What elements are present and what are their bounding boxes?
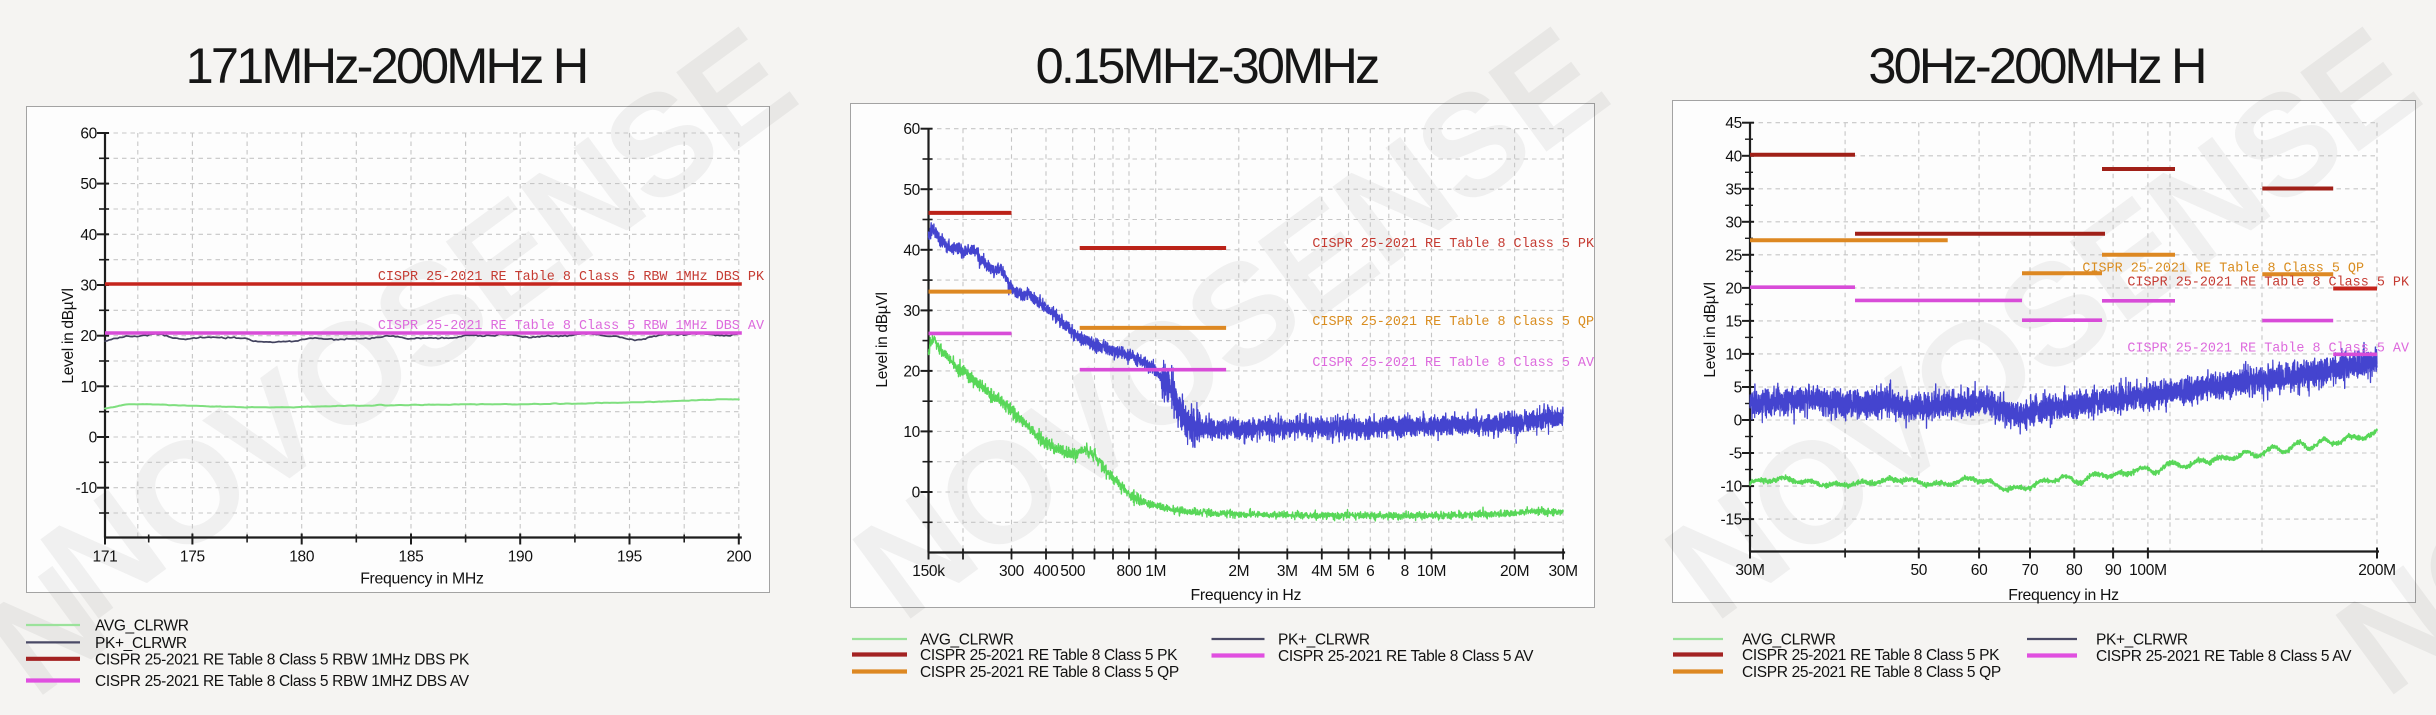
svg-text:500: 500 [1060, 563, 1086, 580]
svg-text:1M: 1M [1145, 563, 1166, 580]
svg-text:180: 180 [289, 549, 315, 566]
svg-text:CISPR 25-2021 RE Table 8 Class: CISPR 25-2021 RE Table 8 Class 5 RBW 1MH… [95, 651, 470, 668]
svg-text:0: 0 [89, 430, 98, 447]
svg-text:0: 0 [912, 485, 921, 502]
svg-text:20M: 20M [1500, 563, 1529, 580]
svg-text:60: 60 [1971, 562, 1988, 579]
svg-text:CISPR 25-2021 RE Table 8 Class: CISPR 25-2021 RE Table 8 Class 5 AV [2127, 342, 2409, 357]
svg-text:50: 50 [903, 182, 920, 199]
svg-text:CISPR 25-2021 RE Table 8 Class: CISPR 25-2021 RE Table 8 Class 5 RBW 1MH… [378, 319, 764, 334]
svg-text:CISPR 25-2021 RE Table 8 Class: CISPR 25-2021 RE Table 8 Class 5 RBW 1MH… [95, 673, 470, 690]
svg-text:CISPR 25-2021 RE Table 8 Class: CISPR 25-2021 RE Table 8 Class 5 PK [1742, 647, 2000, 664]
svg-text:30: 30 [80, 278, 97, 295]
svg-text:8: 8 [1401, 563, 1409, 580]
svg-text:Level in dBµVl: Level in dBµVl [874, 292, 891, 387]
svg-text:PK+_CLRWR: PK+_CLRWR [95, 635, 187, 652]
svg-text:200M: 200M [2358, 562, 2396, 579]
svg-text:10: 10 [1725, 346, 1742, 363]
svg-text:80: 80 [2066, 562, 2083, 579]
svg-text:CISPR 25-2021 RE Table 8 Class: CISPR 25-2021 RE Table 8 Class 5 RBW 1MH… [378, 270, 765, 285]
svg-text:CISPR 25-2021 RE Table 8 Class: CISPR 25-2021 RE Table 8 Class 5 QP [920, 664, 1179, 681]
svg-text:CISPR 25-2021 RE Table 8 Class: CISPR 25-2021 RE Table 8 Class 5 QP [1742, 664, 2001, 681]
svg-text:90: 90 [2105, 562, 2122, 579]
svg-text:35: 35 [1725, 181, 1742, 198]
svg-text:150k: 150k [912, 563, 945, 580]
svg-text:45: 45 [1725, 115, 1742, 132]
svg-text:AVG_CLRWR: AVG_CLRWR [95, 618, 189, 635]
svg-text:-15: -15 [1720, 512, 1742, 529]
svg-text:300: 300 [999, 563, 1025, 580]
svg-text:20: 20 [80, 328, 97, 345]
svg-text:-5: -5 [1729, 446, 1742, 463]
svg-text:200: 200 [726, 549, 752, 566]
svg-text:30: 30 [1725, 214, 1742, 231]
svg-text:5M: 5M [1338, 563, 1359, 580]
svg-text:15: 15 [1725, 313, 1742, 330]
svg-text:50: 50 [80, 176, 97, 193]
svg-text:Frequency in Hz: Frequency in Hz [1191, 587, 1302, 604]
svg-text:40: 40 [80, 227, 97, 244]
svg-text:20: 20 [903, 363, 920, 380]
svg-text:-10: -10 [1720, 479, 1742, 496]
svg-text:100M: 100M [2129, 562, 2167, 579]
svg-text:190: 190 [508, 549, 534, 566]
svg-text:PK+_CLRWR: PK+_CLRWR [1278, 632, 1370, 649]
svg-text:-10: -10 [75, 480, 97, 497]
svg-text:171: 171 [93, 549, 118, 566]
svg-text:60: 60 [80, 126, 97, 143]
svg-text:10M: 10M [1417, 563, 1446, 580]
svg-text:50: 50 [1910, 562, 1927, 579]
svg-text:0.15MHz-30MHz: 0.15MHz-30MHz [1036, 37, 1378, 94]
svg-text:Level in dBµVl: Level in dBµVl [60, 288, 77, 383]
svg-text:20: 20 [1725, 280, 1742, 297]
svg-text:195: 195 [617, 549, 642, 566]
svg-text:175: 175 [180, 549, 205, 566]
svg-text:0: 0 [1734, 413, 1743, 430]
svg-text:30Hz-200MHz H: 30Hz-200MHz H [1868, 37, 2204, 94]
svg-text:40: 40 [1725, 148, 1742, 165]
svg-text:CISPR 25-2021 RE Table 8 Class: CISPR 25-2021 RE Table 8 Class 5 AV [1278, 648, 1534, 665]
svg-text:AVG_CLRWR: AVG_CLRWR [920, 632, 1014, 649]
svg-text:60: 60 [903, 121, 920, 138]
svg-text:30: 30 [903, 303, 920, 320]
svg-text:800: 800 [1117, 563, 1143, 580]
svg-text:40: 40 [903, 242, 920, 259]
svg-text:30M: 30M [1548, 563, 1577, 580]
svg-text:6: 6 [1366, 563, 1374, 580]
svg-text:171MHz-200MHz H: 171MHz-200MHz H [186, 37, 587, 94]
svg-text:185: 185 [399, 549, 424, 566]
svg-text:5: 5 [1734, 380, 1742, 397]
svg-text:Level in dBµVl: Level in dBµVl [1702, 282, 1719, 377]
svg-text:CISPR 25-2021 RE Table 8 Class: CISPR 25-2021 RE Table 8 Class 5 PK [2127, 276, 2410, 291]
svg-text:CISPR 25-2021 RE Table 8 Class: CISPR 25-2021 RE Table 8 Class 5 QP [1312, 315, 1594, 330]
svg-text:CISPR 25-2021 RE Table 8 Class: CISPR 25-2021 RE Table 8 Class 5 AV [2096, 648, 2352, 665]
svg-text:CISPR 25-2021 RE Table 8 Class: CISPR 25-2021 RE Table 8 Class 5 AV [1312, 356, 1594, 371]
svg-text:3M: 3M [1277, 563, 1298, 580]
svg-text:CISPR 25-2021 RE Table 8 Class: CISPR 25-2021 RE Table 8 Class 5 PK [920, 647, 1178, 664]
svg-text:CISPR 25-2021 RE Table 8 Class: CISPR 25-2021 RE Table 8 Class 5 QP [2082, 262, 2364, 277]
svg-text:10: 10 [80, 379, 97, 396]
svg-text:4M: 4M [1311, 563, 1332, 580]
svg-text:AVG_CLRWR: AVG_CLRWR [1742, 632, 1836, 649]
svg-text:Frequency in Hz: Frequency in Hz [2008, 587, 2119, 604]
svg-text:70: 70 [2022, 562, 2039, 579]
svg-text:PK+_CLRWR: PK+_CLRWR [2096, 632, 2188, 649]
svg-text:30M: 30M [1735, 562, 1764, 579]
svg-text:10: 10 [903, 424, 920, 441]
svg-text:2M: 2M [1228, 563, 1249, 580]
svg-text:CISPR 25-2021 RE Table 8 Class: CISPR 25-2021 RE Table 8 Class 5 PK [1312, 237, 1595, 252]
svg-text:Frequency in MHz: Frequency in MHz [360, 571, 484, 588]
svg-text:25: 25 [1725, 247, 1742, 264]
svg-text:400: 400 [1034, 563, 1060, 580]
